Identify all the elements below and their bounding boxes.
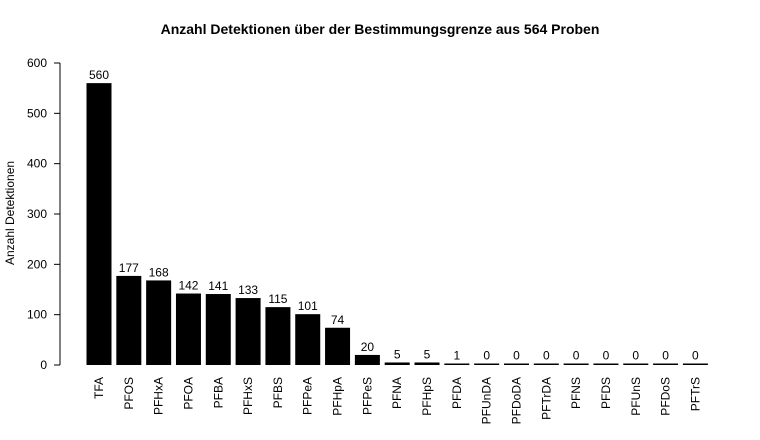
y-tick-label: 0 — [40, 358, 47, 372]
category-label-pfhps: PFHpS — [420, 377, 434, 416]
data-label-pfhxs: 133 — [238, 283, 258, 297]
data-label-pfuns: 0 — [632, 349, 639, 363]
data-label-pfos: 177 — [119, 261, 139, 275]
data-label-pfns: 0 — [573, 349, 580, 363]
category-label-pfdoda: PFDoDA — [509, 377, 523, 424]
bar-pfbs — [265, 307, 291, 365]
chart-title: Anzahl Detektionen über der Bestimmungsg… — [160, 21, 600, 37]
data-label-pftrda: 0 — [543, 349, 550, 363]
data-label-pfdos: 0 — [662, 349, 669, 363]
y-tick-label: 300 — [27, 207, 47, 221]
bar-pfos — [116, 275, 142, 365]
bars — [86, 83, 708, 365]
bar-tfa — [86, 83, 112, 365]
data-label-pfbs: 115 — [268, 292, 287, 306]
bar-pfoa — [175, 293, 201, 365]
bar-pfuns — [623, 363, 649, 365]
bar-pfna — [384, 362, 410, 365]
category-label-pfns: PFNS — [569, 377, 583, 409]
category-label-pfbs: PFBS — [271, 377, 285, 408]
y-tick-label: 500 — [27, 106, 47, 120]
data-label-pfda: 1 — [453, 349, 460, 363]
bar-pfds — [593, 363, 619, 365]
bar-pfpes — [354, 354, 380, 365]
data-label-pfpea: 101 — [298, 299, 318, 313]
category-label-pfunda: PFUnDA — [480, 377, 494, 424]
y-axis-label: Anzahl Detektionen — [3, 161, 17, 265]
data-label-pfdoda: 0 — [513, 349, 520, 363]
category-label-pfhxs: PFHxS — [241, 377, 255, 415]
category-label-tfa: TFA — [92, 377, 106, 399]
bar-pfba — [205, 294, 231, 365]
bar-pfhxa — [146, 280, 172, 365]
bar-pfdoda — [503, 363, 529, 365]
data-label-pfoa: 142 — [178, 279, 198, 293]
category-label-pfpes: PFPeS — [360, 377, 374, 415]
bar-pfns — [563, 363, 589, 365]
data-label-tfa: 560 — [89, 68, 109, 82]
category-label-pftrs: PFTrS — [688, 377, 702, 411]
bar-pfhxs — [235, 298, 261, 365]
category-label-pfda: PFDA — [450, 377, 464, 409]
category-label-pfuns: PFUnS — [629, 377, 643, 416]
category-label-pfhxa: PFHxA — [152, 377, 166, 415]
data-label-pfhpa: 74 — [331, 313, 345, 327]
bar-pfhps — [414, 362, 440, 365]
category-label-pfos: PFOS — [122, 377, 136, 410]
category-label-pfds: PFDS — [599, 377, 613, 409]
category-label-pftrda: PFTrDA — [539, 377, 553, 420]
y-tick-label: 200 — [27, 257, 47, 271]
bar-pfdos — [653, 363, 679, 365]
category-labels: TFA PFOS PFHxA PFOA PFBA PFHxS PFBS PFPeA PFHpA P… — [92, 377, 702, 424]
data-label-pftrs: 0 — [692, 349, 699, 363]
bar-pftrs — [682, 363, 708, 365]
data-label-pfunda: 0 — [483, 349, 490, 363]
category-label-pfna: PFNA — [390, 377, 404, 409]
category-label-pfoa: PFOA — [181, 377, 195, 410]
bar-pfhpa — [325, 327, 351, 365]
data-label-pfba: 141 — [208, 279, 228, 293]
bar-pfda — [444, 363, 470, 365]
category-label-pfhpa: PFHpA — [331, 377, 345, 416]
y-axis: 0 100 200 300 400 500 600 — [27, 56, 61, 372]
data-label-pfhps: 5 — [424, 347, 431, 361]
y-tick-label: 400 — [27, 157, 47, 171]
bar-pftrda — [533, 363, 559, 365]
data-label-pfpes: 20 — [361, 340, 375, 354]
data-label-pfna: 5 — [394, 347, 401, 361]
data-label-pfds: 0 — [603, 349, 610, 363]
data-labels: 560 177 168 142 141 133 115 101 74 20 5 5 1 0 0 0 0 0 0 0 0 — [89, 68, 699, 362]
bar-pfunda — [474, 363, 500, 365]
data-label-pfhxa: 168 — [149, 265, 169, 279]
category-label-pfpea: PFPeA — [301, 377, 315, 415]
y-tick-label: 600 — [27, 56, 47, 70]
category-label-pfba: PFBA — [211, 377, 225, 408]
bar-pfpea — [295, 314, 321, 365]
category-label-pfdos: PFDoS — [659, 377, 673, 416]
y-tick-label: 100 — [27, 308, 47, 322]
